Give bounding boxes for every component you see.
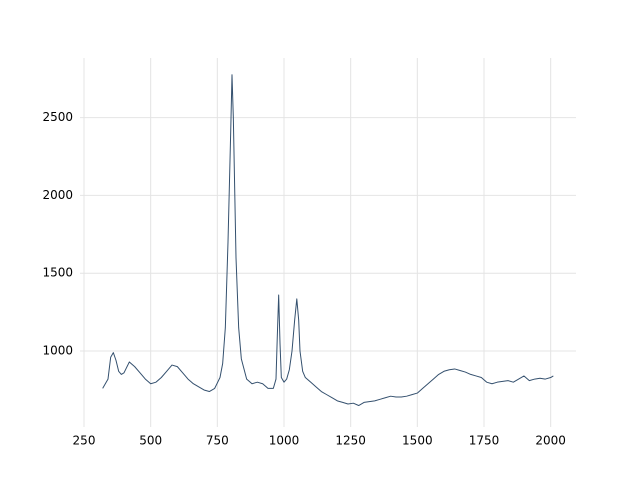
y-tick-label: 2000 [42, 188, 73, 202]
x-tick-label: 500 [139, 434, 162, 448]
x-tick-label: 1750 [469, 434, 500, 448]
y-tick-label: 2500 [42, 110, 73, 124]
data-line [102, 74, 554, 407]
x-tick-label: 1500 [402, 434, 433, 448]
x-tick-label: 1250 [335, 434, 366, 448]
x-tick-label: 2000 [535, 434, 566, 448]
y-tick-label: 1000 [42, 344, 73, 358]
x-tick-label: 250 [73, 434, 96, 448]
x-tick-label: 750 [206, 434, 229, 448]
x-tick-label: 1000 [269, 434, 300, 448]
y-tick-label: 1500 [42, 266, 73, 280]
